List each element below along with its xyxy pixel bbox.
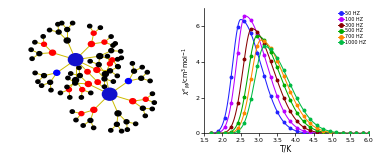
Circle shape (65, 27, 70, 32)
Circle shape (133, 122, 138, 126)
Circle shape (125, 78, 132, 84)
Circle shape (115, 122, 119, 126)
Circle shape (102, 88, 117, 100)
Circle shape (77, 73, 82, 78)
Circle shape (97, 54, 103, 59)
Circle shape (115, 111, 121, 116)
Circle shape (145, 70, 149, 74)
Circle shape (54, 70, 60, 75)
Circle shape (30, 57, 34, 60)
Circle shape (81, 124, 85, 127)
Circle shape (48, 28, 52, 32)
Circle shape (40, 84, 44, 87)
Circle shape (143, 97, 148, 101)
Circle shape (96, 62, 101, 67)
Circle shape (74, 118, 78, 122)
Circle shape (71, 21, 75, 25)
Circle shape (109, 129, 113, 132)
Circle shape (42, 74, 46, 78)
Circle shape (65, 85, 69, 89)
Circle shape (125, 128, 129, 131)
Circle shape (110, 58, 115, 62)
Circle shape (79, 112, 84, 116)
Circle shape (102, 77, 107, 81)
Circle shape (70, 110, 74, 113)
Circle shape (102, 40, 107, 44)
Circle shape (77, 66, 81, 70)
Circle shape (79, 96, 84, 99)
Circle shape (98, 55, 102, 59)
Circle shape (50, 50, 56, 55)
Circle shape (85, 81, 91, 87)
Circle shape (102, 72, 108, 77)
Circle shape (56, 22, 60, 26)
Circle shape (94, 67, 100, 72)
Circle shape (58, 91, 62, 95)
Circle shape (150, 107, 154, 111)
Circle shape (102, 85, 107, 88)
Circle shape (107, 62, 112, 66)
Circle shape (111, 44, 115, 47)
Circle shape (91, 126, 96, 130)
Circle shape (88, 41, 94, 46)
Circle shape (105, 54, 110, 58)
Circle shape (119, 56, 124, 60)
Circle shape (88, 60, 92, 63)
Circle shape (111, 80, 115, 83)
Circle shape (130, 62, 135, 65)
Circle shape (69, 72, 73, 75)
Circle shape (98, 26, 102, 29)
Circle shape (89, 91, 93, 95)
Circle shape (116, 57, 120, 61)
Circle shape (119, 50, 123, 53)
Circle shape (67, 88, 71, 92)
Y-axis label: $\chi''_M$/cm$^3$mol$^{-1}$: $\chi''_M$/cm$^3$mol$^{-1}$ (181, 47, 193, 95)
Circle shape (95, 80, 101, 84)
Circle shape (73, 81, 77, 85)
Circle shape (119, 129, 124, 133)
Circle shape (37, 52, 42, 56)
Circle shape (150, 92, 155, 95)
Circle shape (109, 49, 114, 53)
Circle shape (88, 118, 93, 122)
Circle shape (73, 78, 79, 83)
Circle shape (143, 114, 147, 118)
Circle shape (80, 88, 85, 92)
Circle shape (148, 79, 152, 83)
Circle shape (115, 74, 119, 78)
Circle shape (64, 38, 70, 43)
Circle shape (48, 80, 53, 84)
Circle shape (49, 88, 53, 92)
Circle shape (85, 70, 90, 74)
Legend: 50 HZ, 100 HZ, 300 HZ, 500 HZ, 700 HZ, 1000 HZ: 50 HZ, 100 HZ, 300 HZ, 500 HZ, 700 HZ, 1… (337, 10, 366, 46)
Circle shape (88, 24, 92, 28)
Circle shape (68, 54, 83, 66)
Circle shape (140, 65, 144, 69)
Circle shape (108, 69, 113, 73)
Circle shape (109, 35, 113, 38)
Circle shape (33, 71, 37, 75)
Circle shape (139, 76, 144, 80)
Circle shape (68, 96, 72, 99)
Circle shape (91, 107, 97, 112)
Circle shape (91, 31, 96, 35)
Circle shape (116, 65, 120, 68)
Circle shape (130, 99, 136, 104)
Circle shape (113, 42, 117, 45)
Circle shape (56, 30, 61, 34)
Circle shape (36, 80, 40, 83)
Circle shape (116, 65, 120, 69)
X-axis label: T/K: T/K (280, 144, 293, 153)
Circle shape (124, 120, 129, 124)
Circle shape (60, 21, 64, 25)
Circle shape (42, 42, 46, 46)
Circle shape (41, 35, 45, 38)
Circle shape (132, 69, 136, 73)
Circle shape (33, 41, 37, 44)
Circle shape (29, 48, 33, 51)
Circle shape (140, 106, 145, 110)
Circle shape (152, 101, 156, 104)
Circle shape (66, 76, 70, 80)
